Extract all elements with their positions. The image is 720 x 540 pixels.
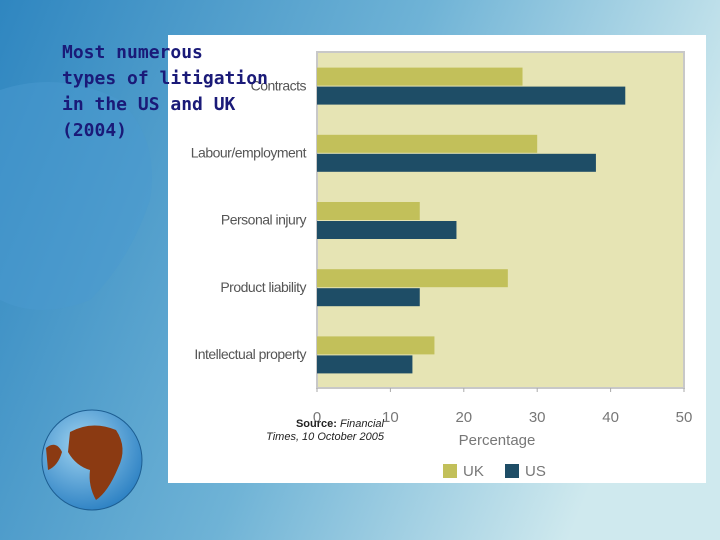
legend-label: US bbox=[525, 463, 546, 480]
x-tick-label: 0 bbox=[313, 409, 321, 426]
source-rest: Times, 10 October 2005 bbox=[266, 431, 384, 443]
bar bbox=[317, 134, 538, 153]
bar bbox=[317, 153, 596, 172]
bar bbox=[317, 221, 457, 239]
bar bbox=[317, 269, 508, 288]
y-tick-label: Product liability bbox=[220, 279, 306, 295]
legend-swatch bbox=[505, 464, 519, 478]
y-tick-label: Personal injury bbox=[221, 212, 307, 228]
bar bbox=[317, 336, 435, 355]
x-axis-label: Percentage bbox=[459, 432, 536, 449]
bar bbox=[317, 67, 523, 86]
title: Most numerous types of litigation in the… bbox=[62, 42, 268, 141]
x-tick-label: 10 bbox=[382, 409, 399, 426]
x-tick-label: 20 bbox=[455, 409, 472, 426]
y-tick-label: Contracts bbox=[251, 77, 307, 93]
source-publication: Financial bbox=[339, 418, 384, 430]
bar bbox=[317, 202, 420, 220]
x-tick-label: 40 bbox=[602, 409, 619, 426]
source-label: Source: bbox=[295, 418, 337, 430]
x-tick-label: 30 bbox=[529, 409, 546, 426]
background-map bbox=[0, 82, 152, 310]
y-tick-label: Intellectual property bbox=[194, 346, 306, 362]
legend-label: UK bbox=[463, 463, 484, 480]
bar bbox=[317, 288, 420, 307]
bar bbox=[317, 355, 413, 374]
bar bbox=[317, 86, 626, 105]
x-tick-label: 50 bbox=[676, 409, 693, 426]
y-tick-label: Labour/employment bbox=[191, 145, 307, 161]
source-note: Source: Financial Times, 10 October 2005 bbox=[224, 418, 384, 444]
legend-swatch bbox=[443, 464, 457, 478]
globe bbox=[41, 409, 143, 511]
